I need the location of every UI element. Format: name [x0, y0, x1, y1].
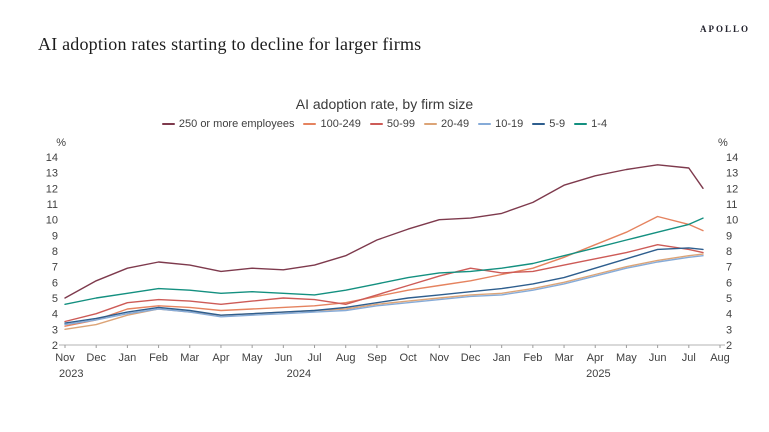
legend-item: 50-99: [369, 118, 415, 130]
page-title: AI adoption rates starting to decline fo…: [38, 34, 422, 54]
x-tick-label: Aug: [710, 352, 730, 364]
x-tick-label: Dec: [86, 352, 106, 364]
series-line: [64, 164, 704, 299]
y-tick-label-right: 9: [726, 230, 732, 242]
x-tick-label: Feb: [149, 352, 168, 364]
x-tick-label: Jul: [682, 352, 696, 364]
legend-label: 50-99: [386, 118, 415, 130]
x-tick-label: Mar: [180, 352, 199, 364]
x-tick-label: Jan: [493, 352, 511, 364]
series-line: [64, 255, 704, 326]
legend-swatch: [161, 123, 175, 125]
legend-swatch: [423, 123, 437, 125]
series-line: [64, 217, 704, 305]
x-axis-year-label: 2023: [59, 368, 83, 380]
x-tick-label: Jul: [307, 352, 321, 364]
x-axis-year-label: 2025: [586, 368, 610, 380]
y-tick-label-right: 5: [726, 293, 732, 305]
y-tick-label-right: 13: [726, 168, 738, 180]
y-tick-label-right: 6: [726, 277, 732, 289]
legend-item: 10-19: [478, 118, 523, 130]
legend-swatch: [303, 123, 317, 125]
y-tick-label-left: 11: [47, 199, 58, 211]
legend-item: 100-249: [303, 118, 361, 130]
x-tick-label: Dec: [461, 352, 481, 364]
y-tick-label-right: 14: [726, 152, 738, 164]
y-tick-label-left: 12: [46, 183, 58, 195]
y-tick-label-left: 9: [52, 230, 58, 242]
y-tick-label-left: 14: [46, 152, 58, 164]
x-tick-label: Sep: [367, 352, 387, 364]
y-tick-label-right: 11: [726, 199, 737, 211]
series-line: [64, 244, 704, 323]
y-tick-label-right: 8: [726, 246, 732, 258]
y-tick-label-left: 8: [52, 246, 58, 258]
legend-swatch: [574, 123, 588, 125]
y-tick-label-left: 2: [52, 340, 58, 352]
x-tick-label: Apr: [212, 352, 229, 364]
y-tick-label-left: 10: [46, 215, 58, 227]
x-tick-label: Jan: [119, 352, 137, 364]
series-line: [64, 247, 704, 324]
legend-item: 5-9: [532, 118, 565, 130]
x-tick-label: Oct: [400, 352, 417, 364]
legend-label: 100-249: [320, 118, 361, 130]
x-tick-label: Aug: [336, 352, 356, 364]
x-tick-label: Apr: [587, 352, 604, 364]
series-line: [64, 253, 704, 330]
y-tick-label-left: 4: [52, 309, 58, 321]
apollo-logo: APOLLO: [699, 24, 750, 34]
legend-swatch: [369, 123, 383, 125]
x-tick-label: Nov: [430, 352, 450, 364]
y-axis-unit-left: %: [56, 137, 66, 149]
y-tick-label-right: 2: [726, 340, 732, 352]
legend-item: 250 or more employees: [161, 118, 295, 130]
y-tick-label-right: 12: [726, 183, 738, 195]
x-tick-label: May: [242, 352, 263, 364]
y-tick-label-left: 6: [52, 277, 58, 289]
x-tick-label: Feb: [523, 352, 542, 364]
y-tick-label-left: 13: [46, 168, 58, 180]
x-axis-year-label: 2024: [287, 368, 311, 380]
legend-swatch: [478, 123, 492, 125]
legend-swatch: [532, 123, 546, 125]
y-tick-label-right: 10: [726, 215, 738, 227]
chart-title: AI adoption rate, by firm size: [295, 96, 474, 112]
y-tick-label-left: 7: [52, 262, 58, 274]
legend-label: 5-9: [549, 118, 566, 130]
y-tick-label-right: 7: [726, 262, 732, 274]
x-tick-label: Jun: [649, 352, 667, 364]
chart-legend: 250 or more employees 100-249 50-99 20-49 10…: [0, 118, 769, 130]
y-tick-label-left: 5: [52, 293, 58, 305]
x-tick-label: Mar: [555, 352, 574, 364]
legend-item: 20-49: [423, 118, 470, 130]
legend-label: 1-4: [591, 118, 608, 130]
y-tick-label-right: 3: [726, 324, 732, 336]
legend-label: 20-49: [440, 118, 470, 130]
legend-label: 10-19: [495, 118, 524, 130]
y-tick-label-left: 3: [52, 324, 58, 336]
y-axis-unit-right: %: [718, 137, 728, 149]
legend-item: 1-4: [574, 118, 607, 130]
x-tick-label: Jun: [274, 352, 292, 364]
x-tick-label: May: [616, 352, 637, 364]
x-tick-label: Nov: [55, 352, 75, 364]
series-line: [64, 215, 704, 327]
y-tick-label-right: 4: [726, 309, 732, 321]
legend-label: 250 or more employees: [178, 118, 295, 130]
